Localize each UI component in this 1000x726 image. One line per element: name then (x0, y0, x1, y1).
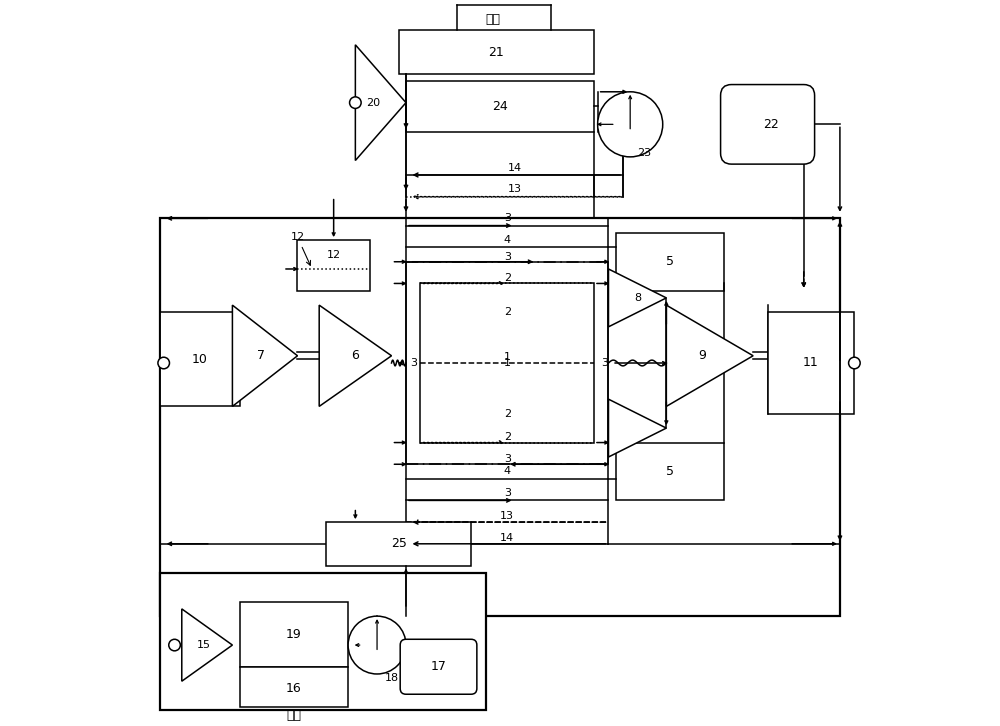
Circle shape (348, 616, 406, 674)
Text: 14: 14 (500, 533, 514, 543)
Text: 2: 2 (504, 307, 511, 317)
Text: 3: 3 (504, 488, 511, 498)
Text: 6: 6 (351, 349, 359, 362)
Text: 1: 1 (504, 352, 511, 362)
Polygon shape (608, 269, 666, 327)
Text: 3: 3 (601, 358, 608, 368)
Bar (406, 262, 608, 464)
Circle shape (849, 357, 860, 369)
Circle shape (158, 357, 169, 369)
Text: 24: 24 (492, 99, 508, 113)
Bar (616, 443, 724, 500)
Text: 5: 5 (666, 465, 674, 478)
Polygon shape (182, 609, 232, 681)
Bar (160, 312, 240, 407)
FancyBboxPatch shape (721, 84, 815, 164)
Text: 21: 21 (489, 46, 504, 59)
Polygon shape (319, 305, 392, 407)
Text: 22: 22 (763, 118, 779, 131)
Text: 20: 20 (366, 97, 380, 107)
Text: 18: 18 (384, 672, 399, 682)
Polygon shape (666, 305, 753, 407)
Text: 2: 2 (504, 409, 511, 419)
Circle shape (350, 97, 361, 108)
Bar (420, 283, 594, 443)
Text: 19: 19 (286, 628, 302, 641)
Text: 13: 13 (507, 184, 521, 195)
Bar (240, 666, 348, 706)
Text: 3: 3 (504, 213, 511, 224)
Bar (399, 30, 594, 74)
Text: 冷源: 冷源 (286, 709, 301, 722)
Circle shape (169, 640, 180, 650)
Text: 2: 2 (504, 433, 511, 442)
Polygon shape (608, 399, 666, 457)
Text: 23: 23 (638, 148, 652, 158)
Text: 9: 9 (699, 349, 706, 362)
Text: 3: 3 (410, 358, 417, 368)
Circle shape (598, 91, 663, 157)
Bar (326, 522, 471, 566)
Text: 13: 13 (500, 511, 514, 521)
Text: 4: 4 (504, 467, 511, 476)
Text: 12: 12 (290, 232, 310, 265)
Text: 3: 3 (504, 252, 511, 261)
Text: 8: 8 (634, 293, 641, 303)
Bar (406, 81, 594, 131)
Text: 冷源: 冷源 (485, 13, 500, 26)
Text: 14: 14 (507, 163, 522, 173)
Text: 3: 3 (504, 454, 511, 464)
Polygon shape (232, 305, 297, 407)
Bar (160, 573, 486, 710)
Bar (768, 312, 854, 414)
Text: 15: 15 (196, 640, 210, 650)
Bar (297, 240, 370, 290)
Text: 10: 10 (192, 353, 208, 366)
Text: 2: 2 (504, 274, 511, 283)
Bar (240, 602, 348, 666)
Bar (616, 233, 724, 290)
Bar (160, 219, 840, 616)
Text: 1: 1 (504, 358, 511, 368)
Text: 5: 5 (666, 256, 674, 268)
Text: 11: 11 (803, 356, 819, 370)
FancyBboxPatch shape (400, 640, 477, 694)
Text: 25: 25 (391, 537, 407, 550)
Polygon shape (355, 45, 406, 160)
Text: 12: 12 (327, 250, 341, 259)
Text: 17: 17 (431, 660, 446, 673)
Text: 7: 7 (257, 349, 265, 362)
Text: 4: 4 (504, 235, 511, 245)
Text: 16: 16 (286, 682, 302, 695)
